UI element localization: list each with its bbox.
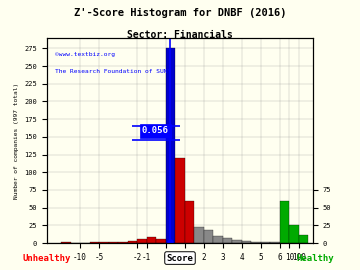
Bar bbox=[213, 236, 223, 243]
Text: Z'-Score Histogram for DNBF (2016): Z'-Score Histogram for DNBF (2016) bbox=[74, 8, 286, 18]
Text: The Research Foundation of SUNY: The Research Foundation of SUNY bbox=[55, 69, 171, 74]
Bar bbox=[280, 201, 289, 243]
Y-axis label: Number of companies (997 total): Number of companies (997 total) bbox=[14, 82, 19, 198]
Bar bbox=[128, 241, 137, 243]
Bar bbox=[242, 241, 251, 243]
Text: Sector: Financials: Sector: Financials bbox=[127, 30, 233, 40]
Bar bbox=[156, 239, 166, 243]
Bar bbox=[194, 227, 204, 243]
Bar bbox=[61, 242, 71, 243]
Bar bbox=[175, 158, 185, 243]
Bar bbox=[261, 242, 270, 243]
Bar bbox=[232, 240, 242, 243]
Text: Unhealthy: Unhealthy bbox=[23, 254, 71, 262]
Bar bbox=[137, 239, 147, 243]
Text: 0.056: 0.056 bbox=[142, 126, 169, 135]
Bar bbox=[223, 238, 232, 243]
Bar bbox=[147, 237, 156, 243]
Bar bbox=[90, 242, 99, 243]
Bar bbox=[299, 235, 309, 243]
Bar bbox=[166, 48, 175, 243]
Text: ©www.textbiz.org: ©www.textbiz.org bbox=[55, 52, 115, 57]
Bar bbox=[289, 225, 299, 243]
Text: Score: Score bbox=[167, 254, 193, 262]
Bar bbox=[270, 242, 280, 243]
Bar bbox=[99, 242, 109, 243]
Bar bbox=[109, 242, 118, 243]
Bar bbox=[185, 201, 194, 243]
Text: Healthy: Healthy bbox=[296, 254, 334, 262]
Bar bbox=[204, 230, 213, 243]
Bar bbox=[118, 242, 128, 243]
Bar bbox=[251, 242, 261, 243]
